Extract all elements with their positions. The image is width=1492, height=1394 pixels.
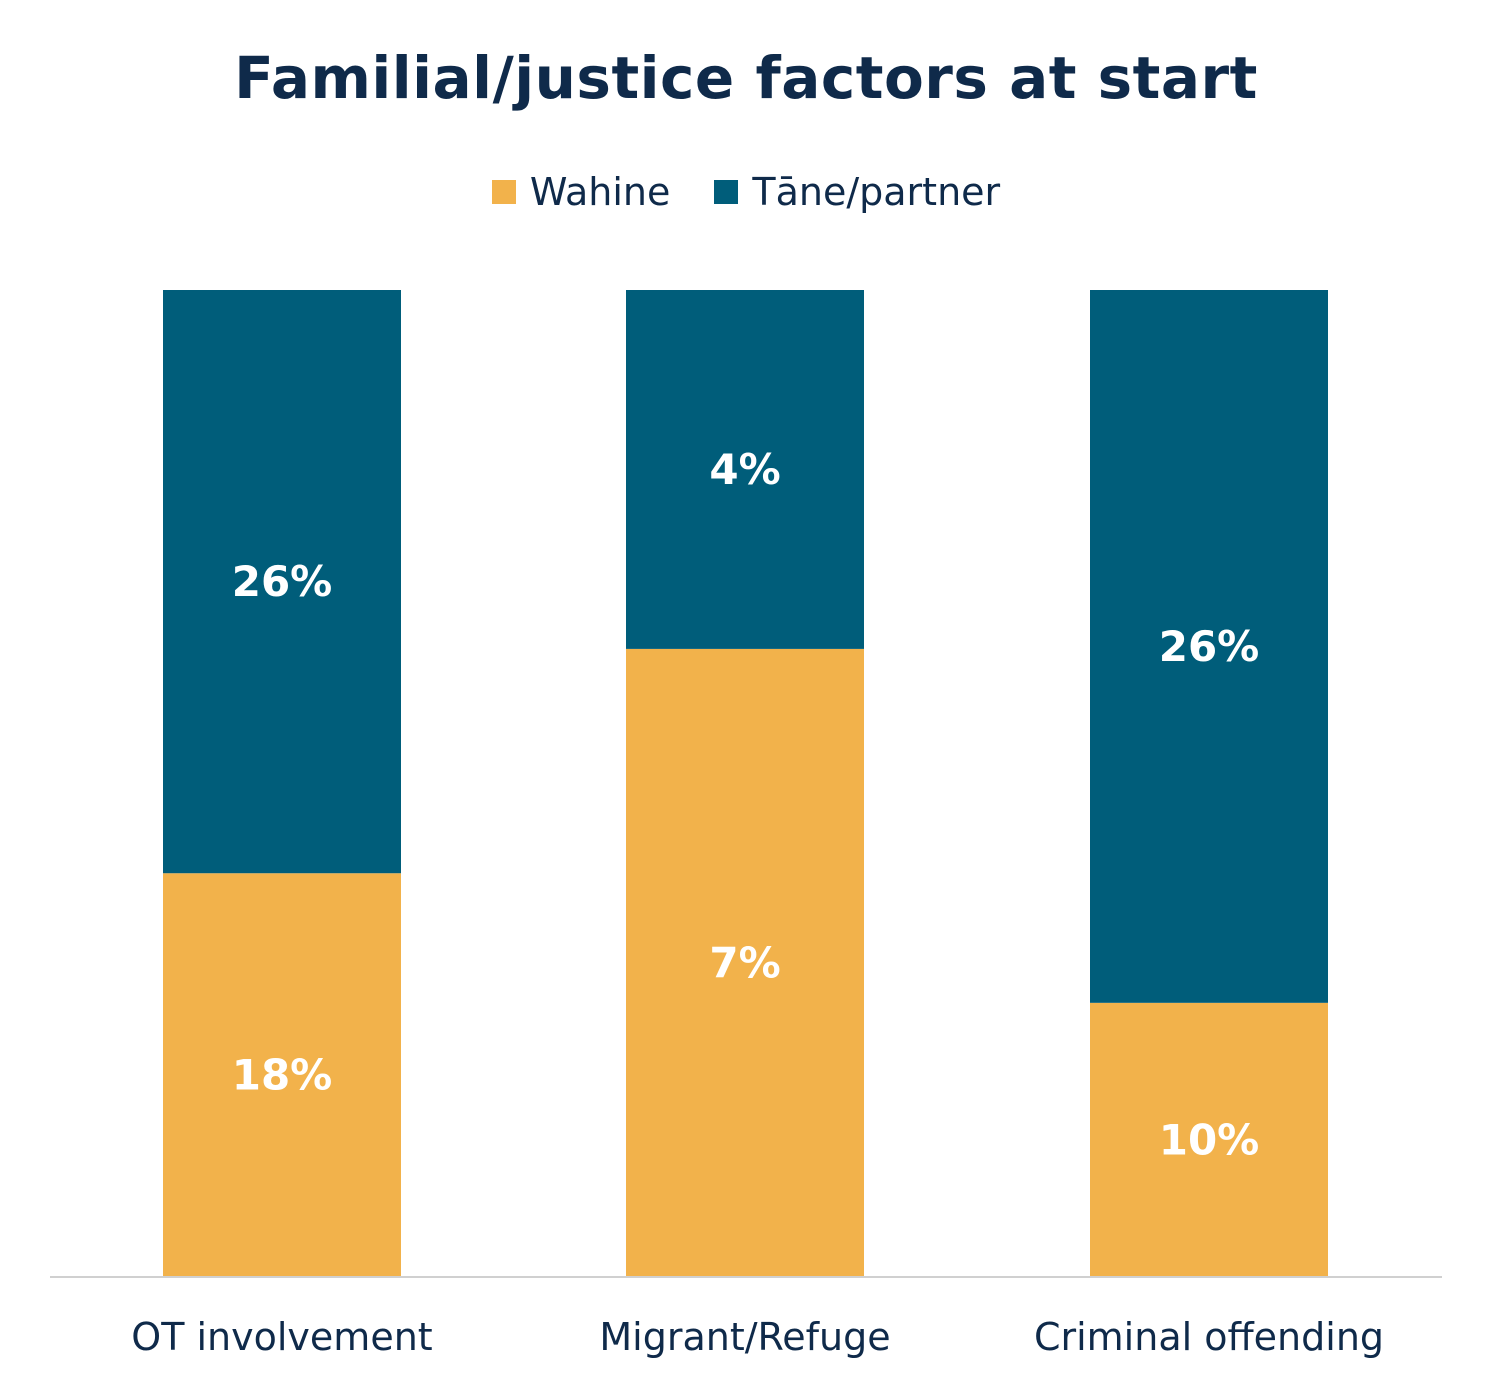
data-label-ot-involvement-wahine: 18% [232,1051,333,1100]
legend-label-wahine: Wahine [529,170,671,214]
legend-item-tane-partner: Tāne/partner [714,170,1000,214]
bar-migrant-refuge-t-ne-partner [626,290,864,649]
chart-title: Familial/justice factors at start [234,44,1258,112]
legend-item-wahine: Wahine [491,170,671,214]
legend-swatch-tane-partner [714,180,739,204]
bar-criminal-offending-wahine [1090,1002,1328,1277]
bar-criminal-offending-t-ne-partner [1090,290,1328,1003]
bar-ot-involvement-t-ne-partner [163,290,401,874]
category-label-criminal-offending: Criminal offending [1034,1315,1384,1359]
data-label-migrant-refuge-wahine: 7% [709,938,780,987]
legend-label-tane-partner: Tāne/partner [752,170,1001,214]
data-label-migrant-refuge-t-ne-partner: 4% [709,445,780,494]
bar-migrant-refuge-wahine [626,648,864,1277]
data-label-criminal-offending-t-ne-partner: 26% [1159,622,1260,671]
legend-swatch-wahine [491,180,516,204]
category-label-ot-involvement: OT involvement [131,1315,432,1359]
data-label-ot-involvement-t-ne-partner: 26% [232,557,333,606]
data-label-criminal-offending-wahine: 10% [1159,1115,1260,1164]
bar-ot-involvement-wahine [163,873,401,1277]
category-label-migrant-refuge: Migrant/Refuge [599,1315,890,1359]
chart-legend: Wahine Tāne/partner [0,170,1492,214]
